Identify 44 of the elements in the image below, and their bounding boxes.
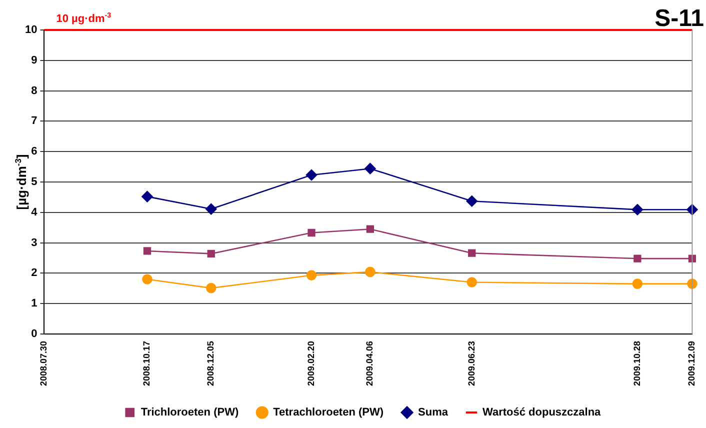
point [688,254,696,262]
point [142,274,152,284]
y-axis-title: [µg·dm-3] [12,154,29,210]
x-tick-label: 2009.04.06 [364,340,375,386]
x-tick-label: 2009.12.09 [686,340,697,386]
point [466,277,478,288]
point [632,278,643,289]
y-tick-label: 9 [31,54,38,66]
legend-label: Suma [418,406,449,419]
point [206,282,216,294]
point [143,247,152,255]
y-tick-label: 6 [31,146,38,158]
x-tick-label: 2009.02.20 [306,340,316,386]
point [308,228,316,237]
point [207,250,215,258]
y-tick-label: 4 [31,206,38,218]
y-tick-label: 3 [31,236,38,249]
point [468,249,476,257]
point [306,270,317,280]
x-tick-label: 2008.12.05 [206,340,216,386]
point [365,266,376,278]
point [634,254,642,262]
y-tick-label: 1 [31,298,38,310]
legend-label: Tetrachloroeten (PW) [273,406,384,419]
x-tick-label: 2009.10.28 [632,340,642,386]
chart-title: S-11 [654,5,704,32]
point [205,203,217,215]
point [142,190,153,202]
x-tick-label: 2008.10.17 [142,340,152,386]
y-tick-label: 10 [24,24,38,36]
y-tick-label: 5 [31,176,38,188]
y-tick-label: 7 [31,115,38,128]
legend-label: Trichloroeten (PW) [140,406,239,419]
x-tick-label: 2008.07.30 [38,340,49,386]
legend-label: Wartość dopuszczalna [482,406,602,419]
point [466,195,478,207]
y-tick-label: 8 [31,84,38,97]
point [366,225,374,233]
point [632,204,644,216]
y-tick-label: 0 [31,328,38,340]
point [364,162,376,174]
y-tick-label: 2 [31,267,38,280]
point [306,169,318,181]
x-tick-label: 2009.06.23 [466,340,476,386]
